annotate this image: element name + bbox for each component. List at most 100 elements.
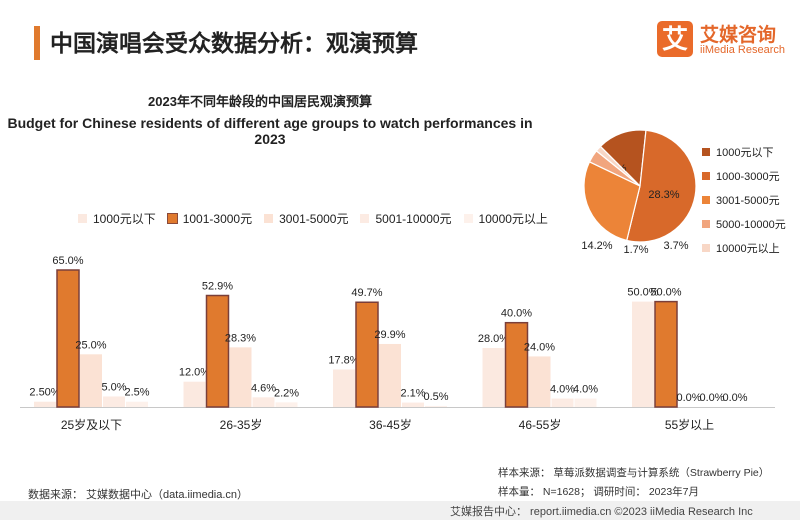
data-label: 25.0% <box>75 339 106 351</box>
category-label: 26-35岁 <box>220 417 263 432</box>
bar <box>103 396 125 407</box>
data-label: 50.0% <box>627 287 658 299</box>
legend-label: 5001-10000元 <box>375 211 452 226</box>
pie-label: 14.2% <box>581 240 612 252</box>
chart-subtitle: Budget for Chinese residents of differen… <box>7 115 533 147</box>
data-label: 5.0% <box>101 381 126 393</box>
data-label: 2.50% <box>29 387 60 399</box>
data-label: 4.0% <box>573 384 598 396</box>
pie-legend-swatch <box>702 244 710 252</box>
data-label: 17.8% <box>328 354 359 366</box>
pie-label: 28.3% <box>648 189 679 201</box>
data-label: 29.9% <box>374 329 405 341</box>
sample-source: 样本来源： 草莓派数据调查与计算系统（Strawberry Pie） <box>498 467 770 479</box>
bar <box>402 402 424 407</box>
data-label: 50.0% <box>650 287 681 299</box>
legend-swatch <box>78 213 87 223</box>
legend-item: 3001-5000元 <box>264 210 348 227</box>
pie-legend-item: 3001-5000元 <box>702 188 786 212</box>
data-label: 2.5% <box>124 387 149 399</box>
data-label: 0.0% <box>676 392 701 404</box>
legend-item: 1000元以下 <box>78 210 156 227</box>
bar <box>205 294 230 408</box>
data-label: 2.1% <box>400 388 425 400</box>
bar <box>126 401 148 407</box>
bar <box>56 269 80 408</box>
legend-label: 1001-3000元 <box>182 211 253 226</box>
bar <box>80 354 102 407</box>
pie-legend-swatch <box>702 172 710 180</box>
bar <box>275 402 298 407</box>
pie-slice <box>583 161 641 242</box>
data-label: 52.9% <box>202 281 233 293</box>
bar <box>183 381 206 407</box>
data-label: 24.0% <box>524 341 555 353</box>
pie-legend-item: 5000-10000元 <box>702 212 786 236</box>
category-label: 36-45岁 <box>369 417 412 432</box>
data-label: 65.0% <box>52 255 83 267</box>
legend-label: 10000元以上 <box>478 211 548 226</box>
legend-label: 3001-5000元 <box>279 211 349 226</box>
category-label: 55岁以上 <box>665 417 714 432</box>
footer-bar <box>0 501 800 520</box>
pie-label: 1.7% <box>623 244 648 256</box>
pie-slice <box>626 129 697 243</box>
pie-legend-item: 1000元以下 <box>702 140 786 164</box>
pie-legend-swatch <box>702 148 710 156</box>
pie-label: 3.7% <box>663 240 688 252</box>
bar <box>632 301 654 407</box>
bar <box>379 343 401 407</box>
pie-slice <box>595 145 641 187</box>
data-label: 12.0% <box>179 367 210 379</box>
category-label: 46-55岁 <box>519 417 562 432</box>
legend-swatch <box>360 213 370 223</box>
data-label: 4.6% <box>251 382 276 394</box>
legend-item: 5001-10000元 <box>360 210 452 227</box>
pie-legend-swatch <box>702 196 710 204</box>
title-accent-bar <box>34 26 40 60</box>
legend-label: 1000元以下 <box>93 211 156 226</box>
legend-swatch <box>463 213 473 223</box>
data-label: 0.5% <box>423 391 448 403</box>
legend-swatch <box>166 212 178 224</box>
data-source: 数据来源： 艾媒数据中心（data.iimedia.cn） <box>28 489 249 501</box>
data-label: 40.0% <box>501 308 532 320</box>
bar <box>34 401 56 407</box>
data-label: 28.3% <box>225 332 256 344</box>
pie-legend: 1000元以下 1000-3000元 3001-5000元 5000-10000… <box>702 140 786 260</box>
pie-slice <box>599 129 647 188</box>
data-label: 49.7% <box>351 287 382 299</box>
pie-legend-label: 3001-5000元 <box>716 195 780 207</box>
data-label: 0.0% <box>722 392 747 404</box>
copyright: 艾媒报告中心： report.iimedia.cn ©2023 iiMedia … <box>450 506 753 518</box>
category-label: 25岁及以下 <box>61 417 122 432</box>
legend-swatch <box>264 213 274 223</box>
pie-legend-label: 1000元以下 <box>716 147 774 159</box>
bar-legend: 1000元以下 1001-3000元 3001-5000元 5001-10000… <box>78 210 560 226</box>
pie-legend-item: 10000元以上 <box>702 236 786 260</box>
data-label: 2.2% <box>274 387 299 399</box>
bar <box>229 347 252 407</box>
data-label: 4.0% <box>550 384 575 396</box>
data-label: 0.0% <box>699 392 724 404</box>
chart-title: 2023年不同年龄段的中国居民观演预算 <box>148 94 372 109</box>
legend-item: 1001-3000元 <box>166 210 253 227</box>
bar <box>355 301 379 408</box>
pie-legend-label: 10000元以上 <box>716 243 780 255</box>
bar <box>252 397 275 407</box>
page-title: 中国演唱会受众数据分析：观演预算 <box>50 30 418 56</box>
pie-legend-label: 5000-10000元 <box>716 219 786 231</box>
sample-info: 样本量： N=1628； 调研时间： 2023年7月 <box>498 486 700 498</box>
bar <box>504 321 529 408</box>
bar <box>425 405 447 407</box>
pie-legend-swatch <box>702 220 710 228</box>
bar <box>482 347 505 407</box>
pie-legend-label: 1000-3000元 <box>716 171 780 183</box>
bar <box>551 398 574 407</box>
logo-text-cn: 艾媒咨询 <box>700 25 777 46</box>
data-label: 28.0% <box>478 333 509 345</box>
bar <box>528 356 551 407</box>
bar <box>574 398 597 407</box>
bar <box>333 369 355 407</box>
